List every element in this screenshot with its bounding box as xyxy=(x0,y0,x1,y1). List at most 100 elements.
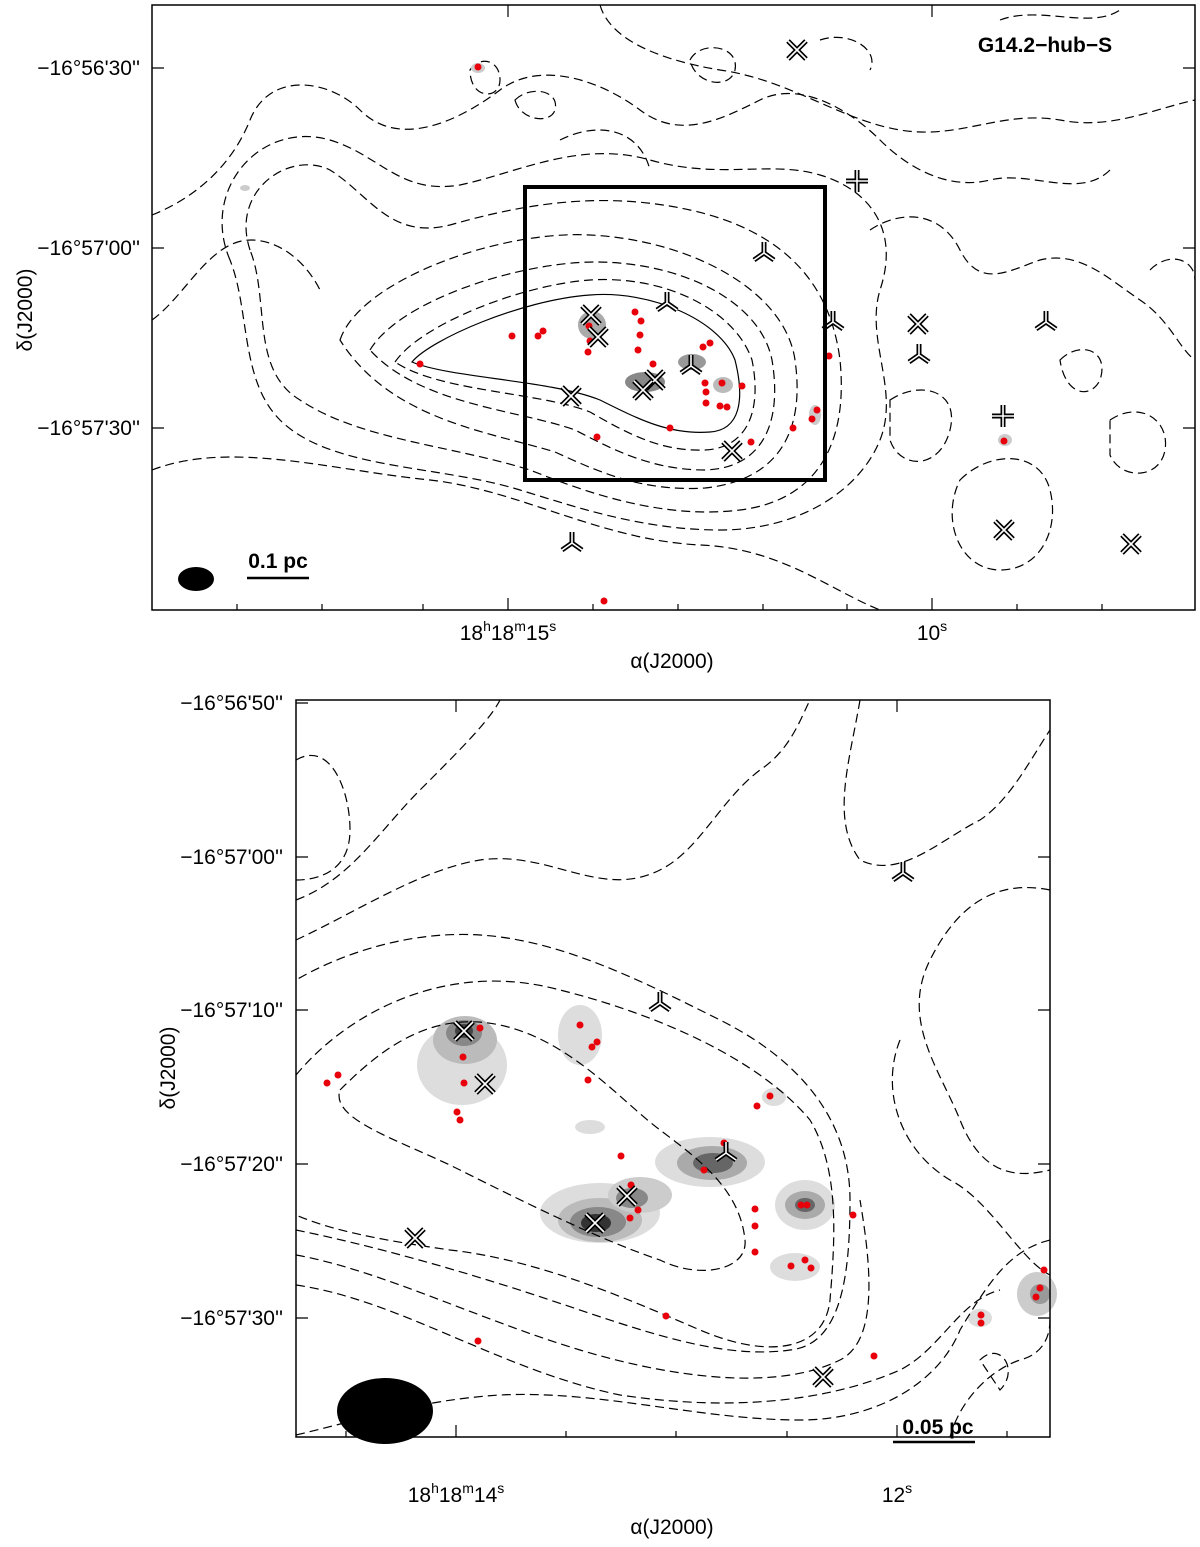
tick-marks xyxy=(152,5,1195,610)
contour xyxy=(979,1352,1009,1391)
red-source xyxy=(460,1079,468,1087)
scale-label: 0.1 pc xyxy=(248,550,308,573)
ra-tick-label: 18 xyxy=(460,622,483,645)
ra-tick-label: m xyxy=(462,1480,474,1496)
contour xyxy=(295,1239,1051,1436)
red-source xyxy=(323,1079,331,1087)
red-sources xyxy=(323,1021,1048,1360)
contour xyxy=(949,1319,1051,1438)
contour xyxy=(1109,411,1167,474)
tick-mark xyxy=(152,5,1195,610)
red-source xyxy=(1032,1293,1040,1301)
red-source xyxy=(476,1024,484,1032)
red-source xyxy=(588,1043,596,1051)
panel-bottom: 0.05 pc −16°56'50'' −16°57'00'' −16°57'1… xyxy=(157,692,1057,1539)
tick-marks xyxy=(296,700,1050,1437)
marker xyxy=(754,242,774,260)
red-source xyxy=(508,332,516,340)
contour xyxy=(514,90,557,120)
red-source xyxy=(416,360,424,368)
ra-tick-label: 12 xyxy=(882,1484,905,1507)
x-axis-label: α(J2000) xyxy=(630,1516,713,1539)
emission xyxy=(240,185,250,191)
red-source xyxy=(787,1262,795,1270)
marker xyxy=(814,1368,832,1386)
emission xyxy=(417,1005,1057,1327)
red-source xyxy=(456,1116,464,1124)
dec-tick-label: −16°57'00'' xyxy=(180,846,283,869)
red-sources xyxy=(416,63,1008,605)
panel-top: 0.1 pc G14.2−hub−S −16°56'30'' −16°57'00… xyxy=(14,4,1196,673)
ra-tick-label: 14 xyxy=(474,1484,498,1507)
red-source xyxy=(700,1166,708,1174)
ra-tick-label: 18h18m14s xyxy=(408,1480,505,1507)
red-source xyxy=(803,1201,811,1209)
red-source xyxy=(584,348,592,356)
ra-tick-label: s xyxy=(940,618,947,634)
contour xyxy=(295,980,835,1348)
markers xyxy=(562,41,1140,553)
red-source xyxy=(702,399,710,407)
contour xyxy=(221,135,887,531)
red-source xyxy=(789,424,797,432)
ra-tick-label: 18 xyxy=(439,1484,462,1507)
red-source xyxy=(807,1264,815,1272)
contour xyxy=(918,886,1051,1175)
contour xyxy=(295,1284,1001,1404)
red-source xyxy=(631,308,639,316)
ra-tick-label: s xyxy=(905,1480,912,1496)
emission xyxy=(762,1088,786,1106)
red-source xyxy=(813,406,821,414)
marker xyxy=(995,521,1013,539)
marker xyxy=(788,41,806,59)
red-source xyxy=(1000,437,1008,445)
frame xyxy=(295,699,1051,1438)
zoom-box xyxy=(523,185,827,482)
red-source xyxy=(1040,1266,1048,1274)
beam xyxy=(337,1378,433,1444)
ra-tick-label: 18h18m15s xyxy=(460,618,557,645)
scale-label: 0.05 pc xyxy=(902,1416,974,1439)
red-source xyxy=(766,1092,774,1100)
ra-tick-label: 18 xyxy=(491,622,514,645)
marker xyxy=(723,442,741,460)
contour xyxy=(151,74,1111,216)
ra-tick-label: m xyxy=(514,618,526,634)
contour xyxy=(295,699,811,941)
emission xyxy=(575,1120,605,1134)
ra-tick-label: h xyxy=(431,1480,439,1496)
red-source xyxy=(662,1312,670,1320)
red-source xyxy=(849,1211,857,1219)
red-source xyxy=(666,424,674,432)
emission xyxy=(240,63,1012,446)
red-source xyxy=(1036,1284,1044,1292)
red-source xyxy=(808,415,816,423)
red-source xyxy=(539,327,547,335)
marker xyxy=(1036,311,1056,329)
red-source xyxy=(751,1205,759,1213)
ra-tick-label: 10s xyxy=(917,618,947,645)
red-source xyxy=(626,1214,634,1222)
red-source xyxy=(747,438,755,446)
dec-tick-label: −16°57'20'' xyxy=(180,1153,283,1176)
red-source xyxy=(753,1102,761,1110)
dec-tick-label: −16°57'30'' xyxy=(180,1307,283,1330)
red-source xyxy=(699,343,707,351)
dec-tick-label: −16°57'10'' xyxy=(180,999,283,1022)
red-source xyxy=(637,317,645,325)
contour xyxy=(338,1021,746,1271)
contour xyxy=(469,60,501,95)
red-source xyxy=(576,1021,584,1029)
red-source xyxy=(453,1108,461,1116)
red-source xyxy=(701,379,709,387)
red-source xyxy=(636,331,644,339)
red-source xyxy=(600,597,608,605)
red-source xyxy=(617,1152,625,1160)
red-source xyxy=(751,1222,759,1230)
red-source xyxy=(706,339,714,347)
panel-title: G14.2−hub−S xyxy=(978,34,1112,57)
contour xyxy=(843,699,1051,866)
ra-tick-label: 18 xyxy=(408,1484,431,1507)
red-source xyxy=(723,403,731,411)
red-source xyxy=(334,1071,342,1079)
